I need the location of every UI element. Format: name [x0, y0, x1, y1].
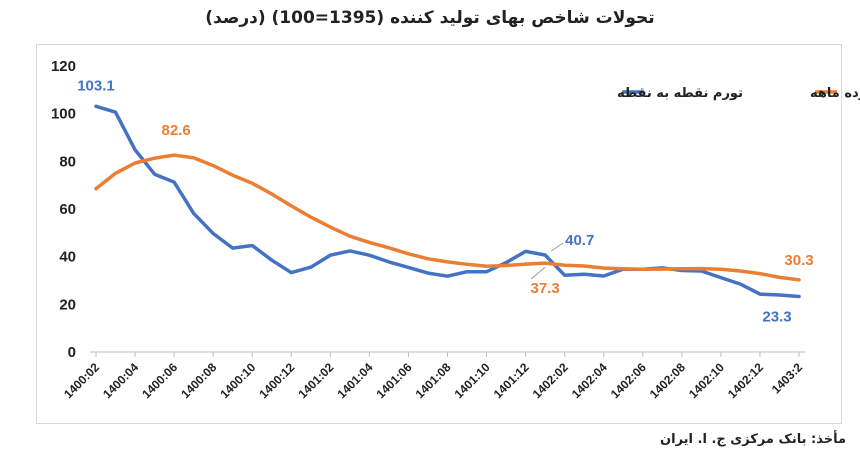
x-tick-label: 1402:08	[647, 360, 688, 401]
x-tick-label: 1400:12	[256, 360, 297, 401]
chart-title: تحولات شاخص بهای تولید کننده (1395=100) …	[205, 8, 655, 28]
data-label: 40.7	[565, 232, 594, 249]
x-tick-label: 1402:12	[725, 360, 766, 401]
series-line-twelve-month	[94, 153, 801, 282]
chart-frame	[36, 44, 842, 424]
y-tick-label: 0	[68, 344, 76, 361]
data-label-layer: 103.1 82.6 40.7 37.3 30.3 23.3	[77, 77, 813, 325]
x-tick-label: 1401:12	[491, 360, 532, 401]
chart-legend: تورم نقطه به نقطه تورم دوازده ماهه	[617, 86, 860, 101]
y-tick-label: 20	[59, 296, 76, 313]
y-tick-label: 40	[59, 249, 76, 266]
data-label: 37.3	[531, 280, 560, 297]
x-tick-label: 1400:10	[217, 360, 258, 401]
x-tick-label: 1401:02	[295, 360, 336, 401]
x-tick-label: 1400:08	[178, 360, 219, 401]
data-label-leader	[550, 242, 564, 252]
series-layer	[94, 104, 801, 299]
x-tick-label: 1400:02	[61, 360, 102, 401]
y-tick-label: 80	[59, 153, 76, 170]
x-tick-label: 1401:06	[374, 360, 415, 401]
x-tick-label: 1402:02	[530, 360, 571, 401]
x-tick-label: 1400:04	[100, 360, 141, 401]
data-label: 23.3	[762, 308, 791, 325]
x-tick-label: 1401:08	[413, 360, 454, 401]
x-tick-label: 1401:04	[334, 360, 375, 401]
data-label: 103.1	[77, 77, 115, 94]
data-label-leader	[530, 266, 546, 280]
x-tick-label: 1401:10	[452, 360, 493, 401]
legend-label-twelve-month: تورم دوازده ماهه	[810, 86, 860, 101]
data-label: 30.3	[784, 252, 813, 269]
x-tick-label: 1400:06	[139, 360, 180, 401]
x-tick-label: 1402:10	[686, 360, 727, 401]
x-tick-label: 1402:06	[608, 360, 649, 401]
y-tick-label: 120	[51, 58, 76, 75]
data-label: 82.6	[162, 122, 191, 139]
x-tick-label: 1403:2	[769, 360, 806, 397]
y-tick-label: 100	[51, 106, 76, 123]
chart-axes: 0204060801001201400:021400:041400:061400…	[51, 58, 805, 401]
y-tick-label: 60	[59, 201, 76, 218]
source-note: مأخذ: بانک مرکزی ج. ا. ایران	[660, 432, 846, 447]
legend-label-point-to-point: تورم نقطه به نقطه	[617, 86, 743, 101]
x-tick-label: 1402:04	[569, 360, 610, 401]
